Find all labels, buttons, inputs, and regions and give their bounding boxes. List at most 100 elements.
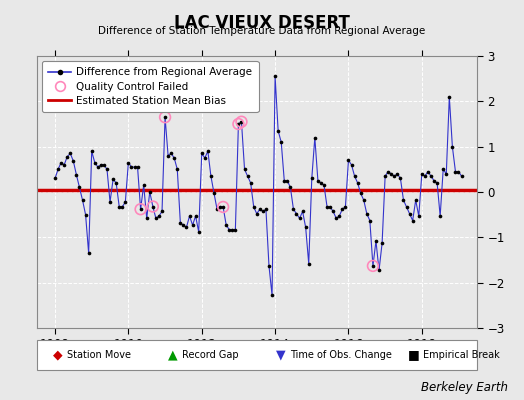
- Point: [246, 180, 255, 186]
- Point: [213, 206, 221, 212]
- Point: [308, 175, 316, 182]
- Point: [121, 199, 129, 205]
- Point: [51, 175, 59, 182]
- Point: [436, 213, 444, 219]
- Point: [375, 267, 383, 274]
- Point: [439, 166, 447, 172]
- Point: [296, 215, 304, 222]
- Point: [338, 206, 346, 212]
- Point: [81, 212, 90, 218]
- Point: [378, 240, 386, 246]
- Point: [219, 204, 227, 210]
- Point: [173, 166, 181, 172]
- Point: [158, 208, 166, 215]
- Text: ▼: ▼: [276, 348, 285, 362]
- Point: [149, 203, 157, 210]
- Point: [249, 204, 258, 210]
- Point: [280, 178, 288, 184]
- Point: [316, 180, 325, 186]
- Text: Difference of Station Temperature Data from Regional Average: Difference of Station Temperature Data f…: [99, 26, 425, 36]
- Point: [106, 199, 114, 205]
- Point: [347, 162, 356, 168]
- Point: [206, 173, 215, 179]
- Point: [402, 204, 411, 210]
- Point: [234, 121, 243, 127]
- Point: [231, 226, 239, 233]
- Point: [198, 150, 206, 157]
- Point: [424, 168, 432, 175]
- Point: [127, 164, 136, 170]
- Point: [204, 148, 212, 154]
- Point: [84, 250, 93, 256]
- Text: ▲: ▲: [168, 348, 178, 362]
- Point: [216, 204, 224, 210]
- Point: [366, 217, 374, 224]
- Point: [57, 159, 66, 166]
- Text: Record Gap: Record Gap: [182, 350, 239, 360]
- Point: [176, 220, 184, 226]
- Point: [353, 180, 362, 186]
- Point: [256, 206, 264, 212]
- Point: [320, 182, 328, 188]
- Point: [234, 121, 243, 127]
- Point: [100, 162, 108, 168]
- Point: [323, 204, 331, 210]
- Point: [344, 157, 353, 164]
- Point: [369, 263, 377, 269]
- Point: [363, 210, 371, 217]
- Point: [103, 166, 111, 172]
- Point: [63, 154, 71, 160]
- Point: [433, 180, 441, 186]
- Text: Time of Obs. Change: Time of Obs. Change: [290, 350, 391, 360]
- Point: [161, 114, 169, 120]
- Text: ◆: ◆: [53, 348, 62, 362]
- Point: [143, 215, 151, 222]
- Point: [96, 162, 105, 168]
- Point: [54, 166, 62, 172]
- Point: [351, 173, 359, 179]
- Point: [136, 206, 145, 212]
- Point: [167, 150, 176, 157]
- Point: [359, 197, 368, 203]
- Point: [329, 208, 337, 215]
- Point: [399, 197, 408, 203]
- Point: [146, 189, 154, 195]
- Point: [289, 206, 298, 212]
- Point: [185, 213, 194, 219]
- Point: [88, 148, 96, 154]
- Point: [115, 203, 123, 210]
- Point: [393, 171, 401, 177]
- Point: [387, 171, 396, 177]
- Point: [454, 168, 463, 175]
- Point: [274, 128, 282, 134]
- Point: [304, 260, 313, 267]
- Point: [237, 118, 246, 125]
- Text: LAC VIEUX DESERT: LAC VIEUX DESERT: [174, 14, 350, 32]
- Point: [265, 263, 273, 269]
- Point: [414, 213, 423, 219]
- Legend: Difference from Regional Average, Quality Control Failed, Estimated Station Mean: Difference from Regional Average, Qualit…: [42, 61, 258, 112]
- Point: [188, 222, 196, 228]
- Point: [421, 173, 429, 179]
- Point: [222, 222, 231, 228]
- Point: [179, 222, 188, 228]
- Point: [326, 204, 334, 210]
- Point: [381, 173, 389, 179]
- Point: [66, 150, 74, 157]
- Text: Empirical Break: Empirical Break: [423, 350, 500, 360]
- Point: [372, 238, 380, 244]
- Point: [139, 182, 148, 188]
- Point: [271, 73, 279, 80]
- Point: [283, 178, 291, 184]
- Text: Station Move: Station Move: [67, 350, 131, 360]
- Point: [112, 180, 121, 186]
- Text: Berkeley Earth: Berkeley Earth: [421, 381, 508, 394]
- Point: [442, 171, 451, 177]
- Point: [384, 168, 392, 175]
- Point: [69, 158, 78, 164]
- Point: [427, 173, 435, 179]
- Point: [182, 224, 191, 230]
- Point: [261, 206, 270, 212]
- Point: [298, 208, 307, 215]
- Point: [243, 173, 252, 179]
